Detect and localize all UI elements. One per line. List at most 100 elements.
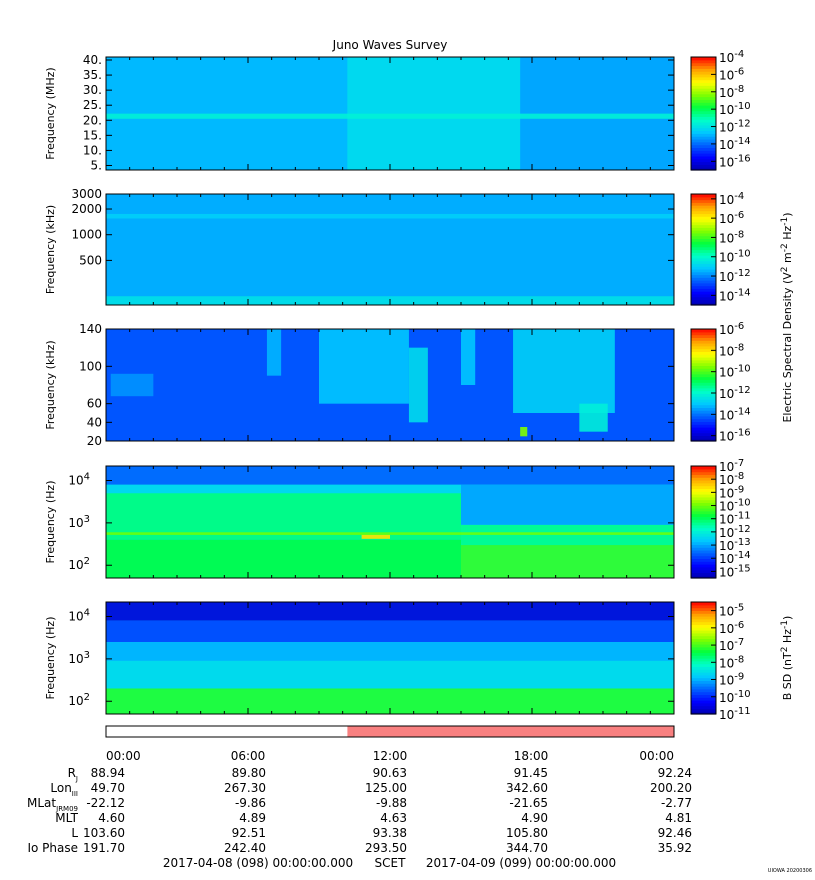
colorbar-segment — [691, 680, 716, 684]
ephemeris-value: 89.80 — [232, 766, 266, 780]
colorbar-segment — [691, 387, 716, 392]
y-axis-label: Frequency (MHz) — [44, 67, 57, 159]
colorbar-segment — [691, 302, 716, 306]
colorbar-segment — [691, 491, 716, 495]
colorbar-segment — [691, 499, 716, 503]
y-tick-label: 102 — [68, 692, 90, 708]
colorbar-segment — [691, 705, 716, 709]
colorbar-segment — [691, 293, 716, 298]
colorbar-segment — [691, 572, 716, 576]
colorbar-segment — [691, 153, 716, 157]
colorbar-tick-label-base: 10 — [719, 387, 734, 401]
colorbar-tick-label-base: 10 — [719, 708, 734, 722]
colorbar-tick-label-exponent: -13 — [734, 537, 750, 548]
colorbar-tick-label-base: 10 — [719, 193, 734, 207]
colorbar-segment — [691, 496, 716, 501]
y-tick-label: 40 — [87, 415, 102, 429]
colorbar-tick-label: 10-5 — [719, 603, 744, 619]
colorbar-segment — [691, 99, 716, 103]
colorbar-tick-label-base: 10 — [719, 231, 734, 245]
spectrogram-feature — [461, 484, 674, 525]
colorbar-tick-label-exponent: -12 — [734, 119, 750, 130]
colorbar-segment — [691, 702, 716, 707]
ephemeris-table: 00:00 06:00 12:00 18:00 00:00 RJ 88.94 89.80 90.… — [27, 749, 692, 855]
colorbar-segment — [691, 646, 716, 651]
colorbar-tick-label: 10-14 — [719, 550, 751, 566]
colorbar-tick-label-base: 10 — [719, 212, 734, 226]
bsd-label-sup: -1 — [780, 620, 790, 629]
colorbar-segment — [691, 368, 716, 372]
colorbar-segment — [691, 708, 716, 712]
ephemeris-row-label: MLatJRM09 — [27, 796, 78, 813]
colorbar-segment — [691, 299, 716, 303]
colorbar-tick-label: 10-14 — [719, 136, 751, 152]
colorbar-segment — [691, 607, 716, 611]
colorbar-segment — [691, 121, 716, 126]
colorbar-segment — [691, 477, 716, 481]
colorbar-tick-label: 10-9 — [719, 672, 744, 688]
colorbar-tick-label-base: 10 — [719, 289, 734, 303]
y-tick-label: 25. — [83, 98, 102, 112]
electric-density-label-part: Electric Spectral Density (V — [781, 272, 794, 423]
ephemeris-value: 93.38 — [373, 826, 407, 840]
colorbar-segment — [691, 393, 716, 397]
colorbar-tick-label-exponent: -11 — [734, 511, 750, 522]
colorbar-segment — [691, 527, 716, 531]
colorbar-tick-label-exponent: -12 — [734, 524, 750, 535]
spectrogram-feature — [106, 57, 348, 170]
colorbar-segment — [691, 282, 716, 287]
spectrogram-feature — [513, 329, 615, 413]
ephemeris-value: 200.20 — [650, 781, 692, 795]
ephemeris-value: 191.70 — [83, 841, 125, 855]
colorbar-segment — [691, 421, 716, 425]
y-tick-label: 104 — [68, 608, 90, 624]
colorbar-segment — [691, 424, 716, 428]
colorbar-tick-label-exponent: -6 — [734, 321, 744, 332]
colorbar-tick-label-exponent: -14 — [734, 136, 750, 147]
colorbar-segment — [691, 82, 716, 86]
colorbar-segment — [691, 249, 716, 253]
colorbar-segment — [691, 73, 716, 78]
colorbar-segment — [691, 133, 716, 137]
colorbar-segment — [691, 385, 716, 389]
colorbar-tick-label-base: 10 — [719, 539, 734, 553]
colorbar-tick-label-exponent: -4 — [734, 49, 744, 60]
colorbar-segment — [691, 238, 716, 242]
y-tick-label: 104 — [68, 472, 90, 488]
bsd-label-part: ) — [781, 616, 794, 620]
spectrogram-feature — [106, 642, 674, 661]
colorbar-tick-label-base: 10 — [719, 344, 734, 358]
colorbar-tick-label-exponent: -14 — [734, 287, 750, 298]
ephemeris-value: 92.24 — [658, 766, 692, 780]
colorbar-segment — [691, 564, 716, 568]
colorbar-segment — [691, 194, 716, 198]
colorbar-segment — [691, 158, 716, 163]
colorbar-tick-label-exponent: -6 — [734, 210, 744, 221]
colorbar-segment — [691, 255, 716, 259]
colorbar-segment — [691, 274, 716, 278]
colorbar-segment — [691, 429, 716, 434]
colorbar-segment — [691, 164, 716, 168]
colorbar-segment — [691, 610, 716, 614]
colorbar-segment — [691, 96, 716, 100]
colorbar-segment — [691, 632, 716, 637]
colorbar-segment — [691, 513, 716, 517]
colorbar-tick-label-base: 10 — [719, 639, 734, 653]
colorbar-tick-label-exponent: -7 — [734, 637, 744, 648]
colorbar-segment — [691, 566, 716, 571]
colorbar-segment — [691, 257, 716, 262]
colorbar-segment — [691, 365, 716, 369]
colorbar-tick-label: 10-12 — [719, 119, 751, 135]
colorbar-tick-label-exponent: -11 — [734, 706, 750, 717]
colorbar-tick-label: 10-16 — [719, 153, 751, 169]
colorbar-segment — [691, 230, 716, 234]
colorbar-segment — [691, 373, 716, 378]
colorbar-segment — [691, 102, 716, 106]
spectrogram-feature — [461, 545, 674, 578]
colorbar-tick-label-exponent: -14 — [734, 550, 750, 561]
colorbar-tick-label-exponent: -8 — [734, 342, 744, 353]
colorbar-segment — [691, 505, 716, 509]
